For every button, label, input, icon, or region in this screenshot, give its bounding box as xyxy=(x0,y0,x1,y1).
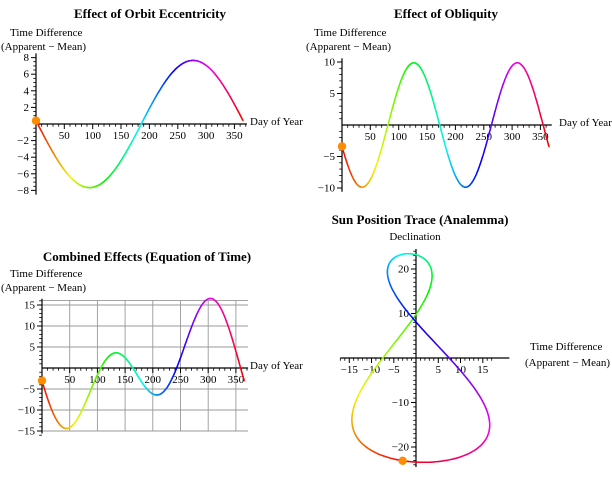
y-axis-label-line2: (Apparent − Mean) xyxy=(306,41,392,53)
y-tick-label: 8 xyxy=(24,52,30,64)
y-tick-label: −10 xyxy=(392,397,410,409)
x-tick-label: −15 xyxy=(341,364,359,376)
x-tick-label: 100 xyxy=(390,131,407,143)
day-zero-marker xyxy=(337,142,347,151)
x-axis-label: Day of Year xyxy=(250,116,303,128)
y-axis-label-line1: Time Difference xyxy=(10,268,83,280)
eccentricity-plot-canvas: 50 100 150 200 250 300 350 −8 −6 −4 −2 2 4 6 8 xyxy=(17,52,247,197)
y-tick-label: −8 xyxy=(17,185,29,197)
y-tick-label: −4 xyxy=(17,152,29,164)
x-tick-label: 100 xyxy=(84,130,101,142)
y-axis-label-line2: (Apparent − Mean) xyxy=(1,282,87,294)
x-tick-label: 350 xyxy=(228,374,245,386)
y-tick-label: −15 xyxy=(18,426,36,438)
y-tick-label: 4 xyxy=(24,85,30,97)
x-tick-label: 50 xyxy=(365,131,377,143)
x-tick-label: 350 xyxy=(226,130,243,142)
y-axis-label-line2: (Apparent − Mean) xyxy=(1,41,87,53)
x-tick-label: 5 xyxy=(436,364,442,376)
x-tick-label: −5 xyxy=(388,364,400,376)
x-tick-label: 200 xyxy=(447,131,464,143)
y-tick-label: −10 xyxy=(18,405,36,417)
curve-segment xyxy=(242,377,245,382)
day-zero-marker xyxy=(37,376,47,385)
y-tick-label: 5 xyxy=(30,342,36,354)
curve-segment xyxy=(547,143,550,148)
y-tick-label: 2 xyxy=(24,102,30,114)
x-tick-label: 300 xyxy=(200,374,217,386)
y-tick-label: 5 xyxy=(330,88,336,100)
x-axis-label-line1: Time Difference xyxy=(530,341,603,353)
x-tick-label: 250 xyxy=(170,130,187,142)
x-axis-label-line2: (Apparent − Mean) xyxy=(525,357,611,369)
y-tick-label: 20 xyxy=(398,264,410,276)
x-tick-label: 300 xyxy=(504,131,521,143)
x-tick-label: 300 xyxy=(198,130,215,142)
y-tick-label: −5 xyxy=(323,151,335,163)
chart-title: Effect of Orbit Eccentricity xyxy=(74,6,226,21)
chart-title: Combined Effects (Equation of Time) xyxy=(42,249,252,264)
panel-orbit-eccentricity: 50 100 150 200 250 300 350 −8 −6 −4 −2 2 4 6 8 Effect … xyxy=(0,0,306,210)
y-tick-label: −20 xyxy=(392,442,410,454)
y-tick-label: 10 xyxy=(398,308,410,320)
x-tick-label: 250 xyxy=(172,374,189,386)
day-zero-marker xyxy=(398,456,407,465)
y-axis-label-declination: Declination xyxy=(389,231,441,243)
panel-obliquity: 50 100 150 200 250 300 350 −10 −5 5 10 Effect of O… xyxy=(306,0,612,210)
y-tick-label: −6 xyxy=(17,168,29,180)
y-tick-label: −10 xyxy=(318,183,336,195)
x-axis-label: Day of Year xyxy=(250,360,303,372)
y-tick-label: 10 xyxy=(324,57,336,69)
x-tick-label: 150 xyxy=(419,131,436,143)
panel-analemma: −15 −10 −5 5 10 15 −20 −10 10 20 Sun Position Tra… xyxy=(306,210,612,478)
y-tick-label: 15 xyxy=(24,300,36,312)
x-tick-label: 150 xyxy=(113,130,130,142)
day-zero-marker xyxy=(31,116,41,125)
y-axis-label-line1: Time Difference xyxy=(10,27,83,39)
y-axis-label-line1: Time Difference xyxy=(314,27,387,39)
x-tick-label: 200 xyxy=(141,130,158,142)
x-tick-label: 50 xyxy=(64,374,76,386)
x-tick-label: 50 xyxy=(59,130,71,142)
y-tick-label: −2 xyxy=(17,135,29,147)
chart-title: Effect of Obliquity xyxy=(394,6,498,21)
panel-equation-of-time: 50 100 150 200 250 300 350 −15 −10 −5 5 10 15 Combin… xyxy=(0,240,306,478)
y-tick-label: 6 xyxy=(24,69,30,81)
y-tick-label: 10 xyxy=(24,321,36,333)
x-tick-label: 200 xyxy=(145,374,162,386)
x-tick-label: 15 xyxy=(477,364,489,376)
x-axis-label: Day of Year xyxy=(559,117,612,129)
chart-title: Sun Position Trace (Analemma) xyxy=(331,212,509,227)
curve-segment xyxy=(241,118,244,122)
x-tick-label: 150 xyxy=(117,374,134,386)
y-tick-label: −5 xyxy=(23,384,35,396)
